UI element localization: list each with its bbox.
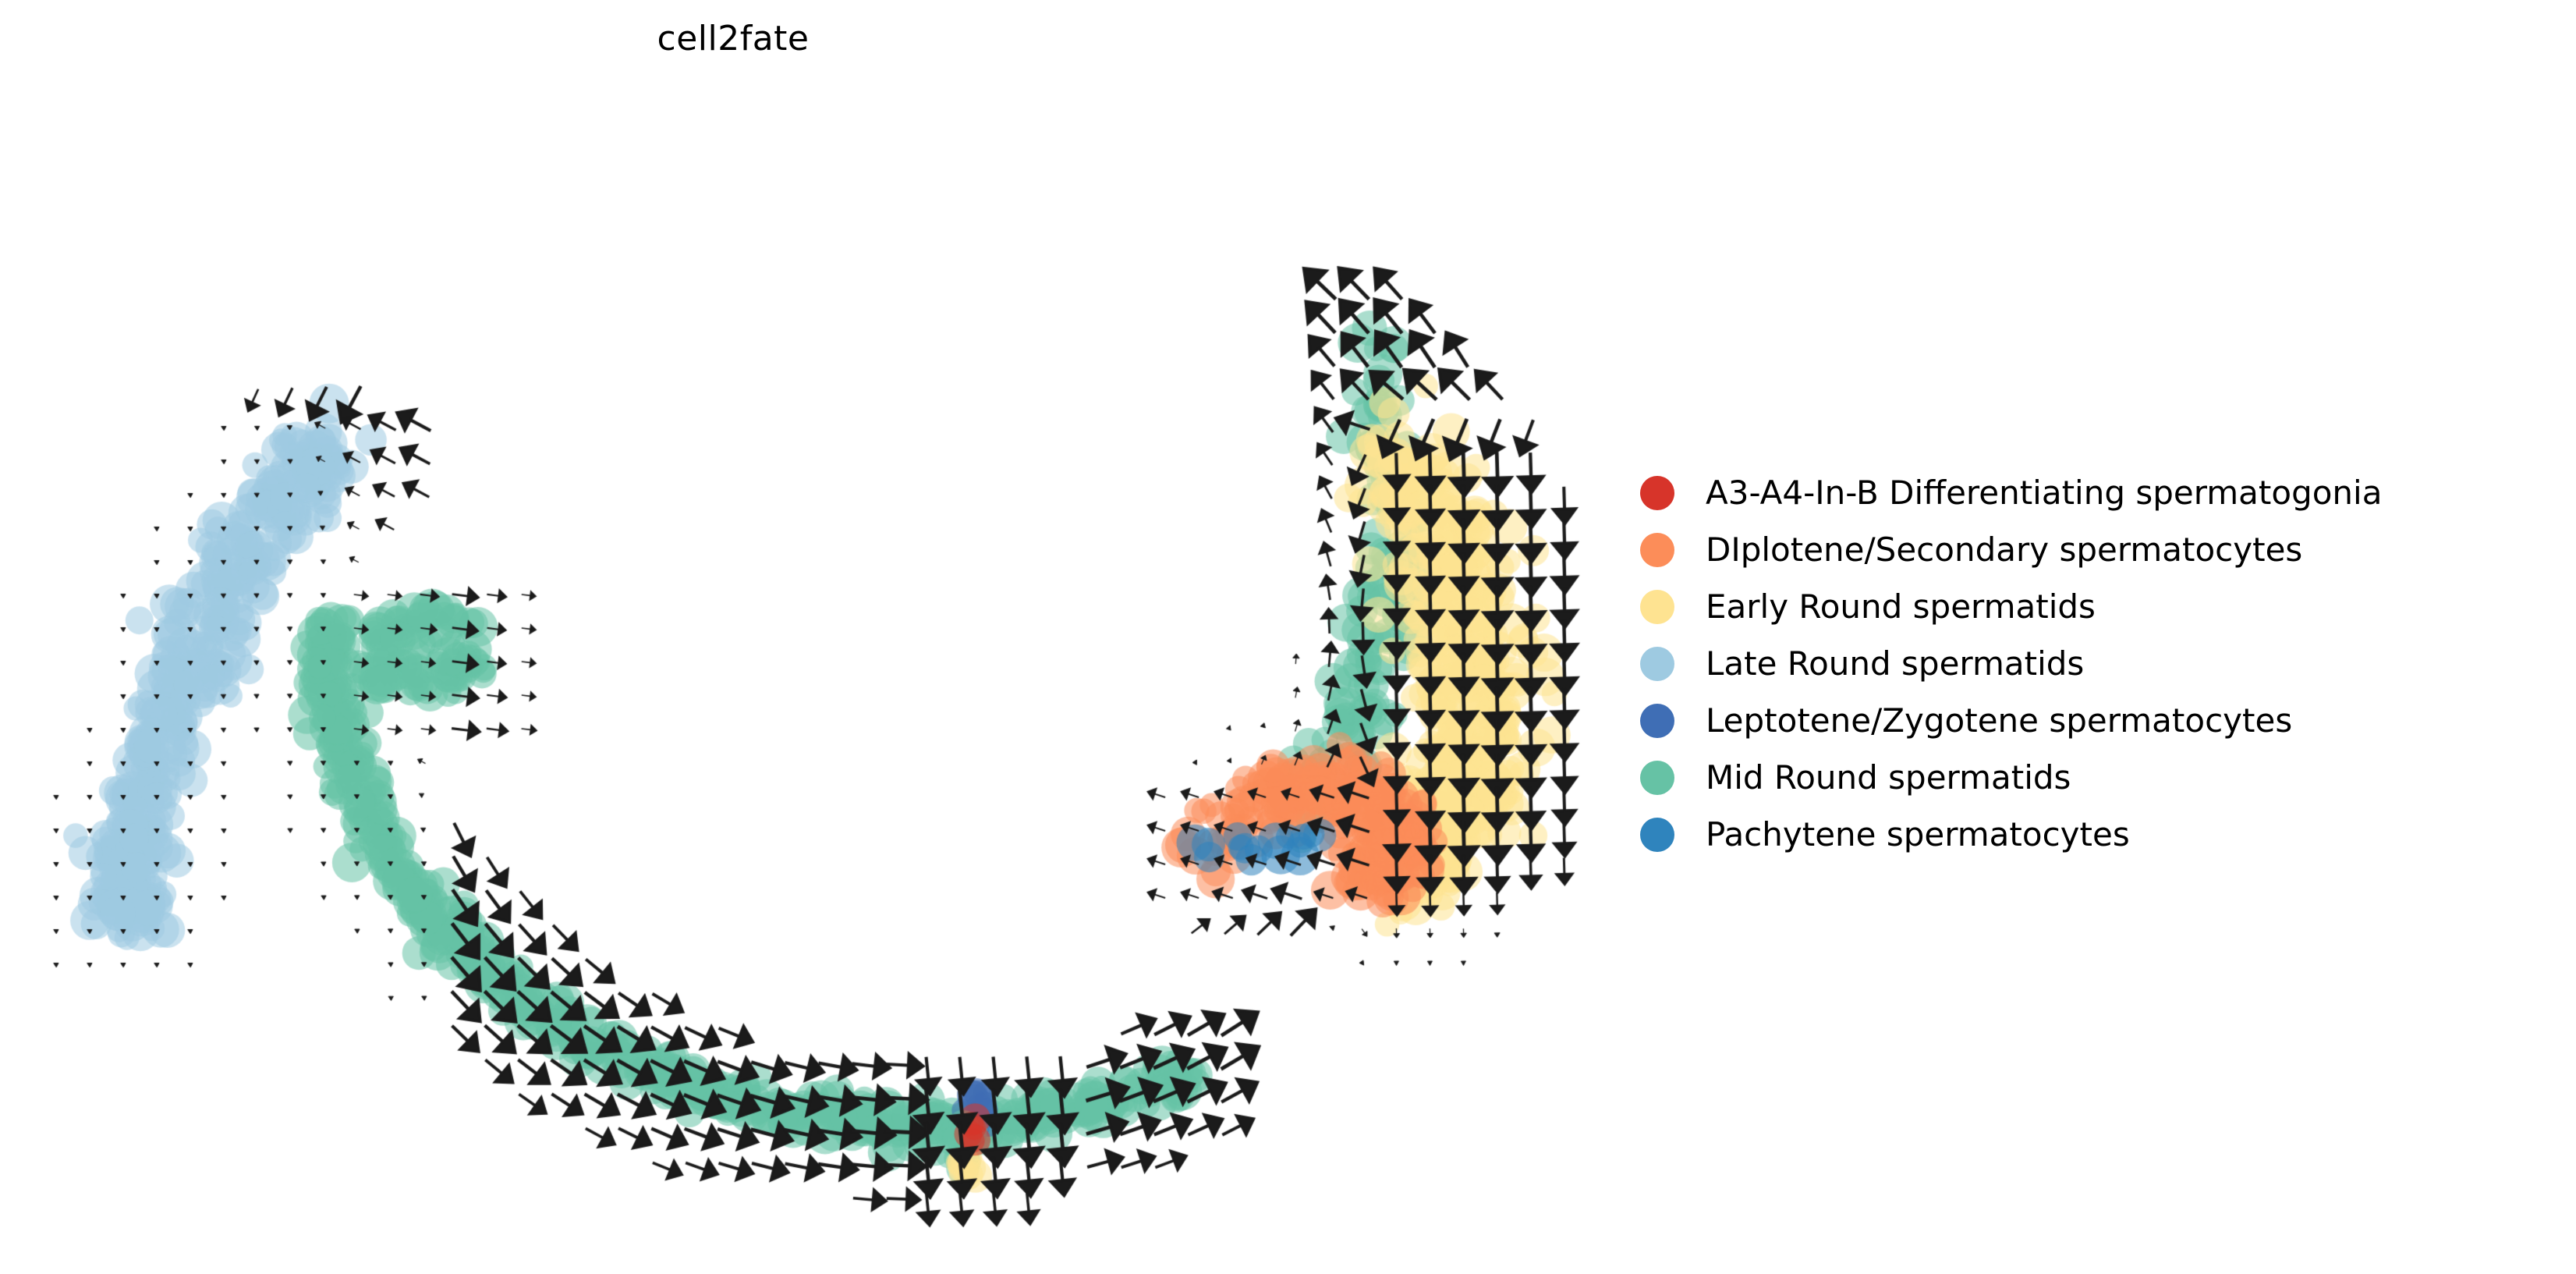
legend-marker-circle-icon [1640,532,1674,567]
legend-item[interactable]: Late Round spermatids [1618,635,2554,692]
legend-item-label: Early Round spermatids [1706,587,2096,626]
legend: A3-A4-In-B Differentiating spermatogonia… [1618,464,2554,863]
legend-item[interactable]: Leptotene/Zygotene spermatocytes [1618,692,2554,749]
legend-item[interactable]: Pachytene spermatocytes [1618,806,2554,863]
legend-item[interactable]: Early Round spermatids [1618,578,2554,635]
legend-item[interactable]: DIplotene/Secondary spermatocytes [1618,521,2554,578]
legend-item-label: Mid Round spermatids [1706,758,2071,797]
legend-marker-circle-icon [1640,475,1674,510]
legend-marker-circle-icon [1640,589,1674,624]
legend-marker-circle-icon [1640,646,1674,681]
legend-item[interactable]: Mid Round spermatids [1618,749,2554,806]
legend-item-label: Late Round spermatids [1706,644,2085,683]
legend-item-label: DIplotene/Secondary spermatocytes [1706,531,2303,569]
legend-marker-circle-icon [1640,760,1674,795]
legend-item-label: A3-A4-In-B Differentiating spermatogonia [1706,474,2383,512]
velocity-scatter-plot [0,0,1591,1274]
legend-item-label: Leptotene/Zygotene spermatocytes [1706,701,2293,740]
legend-marker-circle-icon [1640,703,1674,738]
legend-item[interactable]: A3-A4-In-B Differentiating spermatogonia [1618,464,2554,521]
legend-marker-circle-icon [1640,817,1674,852]
legend-item-label: Pachytene spermatocytes [1706,815,2130,853]
